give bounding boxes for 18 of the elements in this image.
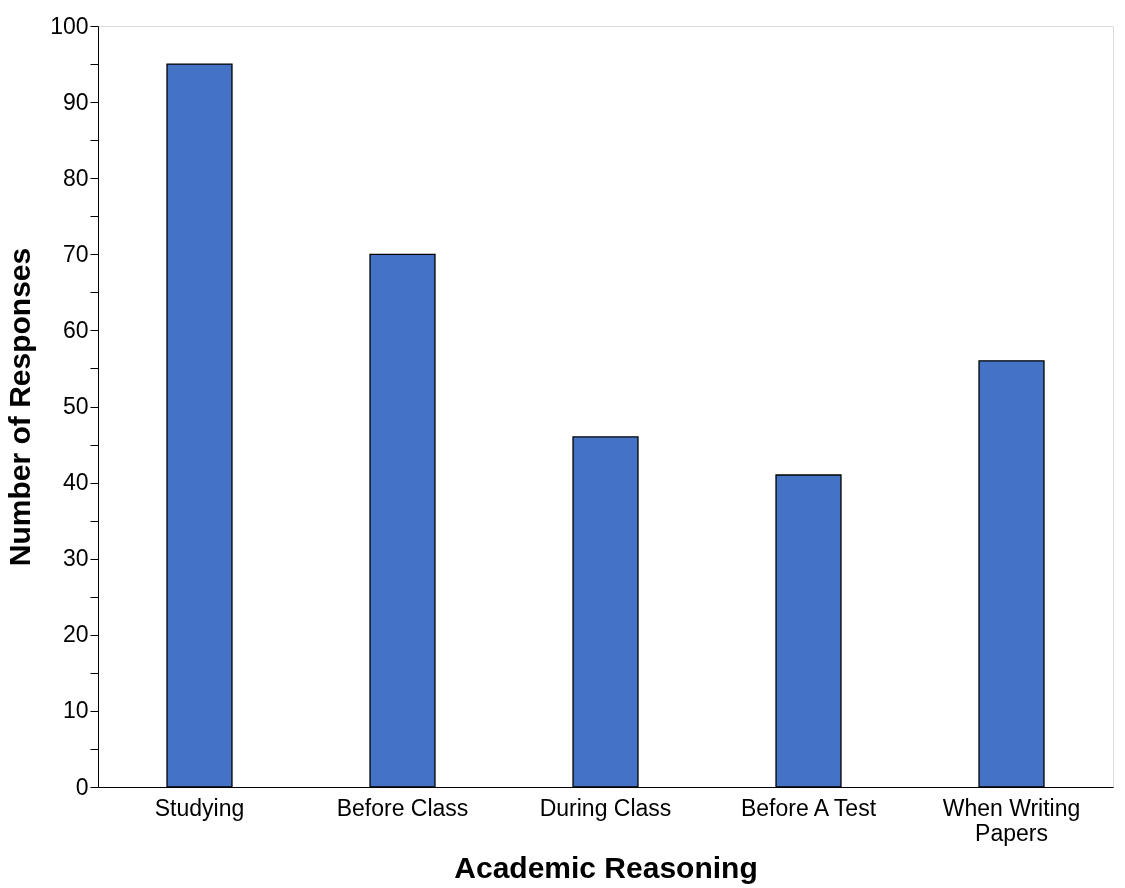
y-tick-label: 80 — [62, 164, 89, 191]
y-tick-label: 40 — [62, 469, 89, 496]
y-tick-label: 20 — [62, 621, 89, 648]
y-tick-label: 70 — [62, 240, 89, 267]
y-tick-label: 50 — [62, 393, 89, 419]
y-tick-label: 60 — [62, 316, 89, 343]
x-tick-label: Before A Test — [740, 794, 877, 821]
y-tick-label: 10 — [62, 697, 89, 724]
x-tick-label: Studying — [154, 794, 245, 821]
y-tick-label: 30 — [62, 545, 89, 572]
y-tick-label: 90 — [62, 88, 89, 115]
x-tick-label: During Class — [539, 794, 672, 821]
x-tick-label: Before Class — [336, 794, 469, 821]
x-tick-label: When Writing Papers — [942, 794, 1081, 846]
y-tick-label: 0 — [75, 773, 89, 800]
x-axis-title: Academic Reasoning — [454, 850, 758, 884]
y-axis-title: Number of Responses — [3, 247, 37, 567]
y-tick-label: 100 — [50, 12, 89, 39]
